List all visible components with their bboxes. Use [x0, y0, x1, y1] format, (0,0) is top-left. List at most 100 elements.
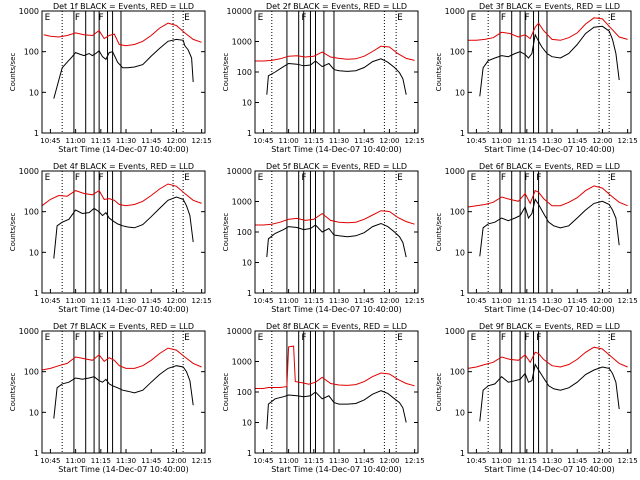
y-axis-label: Counts/sec — [222, 213, 230, 252]
x-axis-label: Start Time (14-Dec-07 10:40:00) — [271, 145, 402, 154]
x-tick-label: 10:45 — [253, 457, 273, 465]
x-tick-label: 10:45 — [40, 297, 60, 305]
y-tick-label: 10 — [242, 419, 252, 428]
y-tick-label: 1 — [460, 289, 465, 298]
flag-e: E — [610, 173, 616, 183]
plot-frame — [467, 330, 632, 454]
plot-frame — [254, 330, 419, 454]
x-axis-label: Start Time (14-Dec-07 10:40:00) — [58, 465, 189, 474]
x-tick-label: 10:45 — [466, 137, 486, 145]
x-tick-label: 12:00 — [379, 457, 399, 465]
y-tick-label: 100 — [237, 68, 252, 77]
flag-e: E — [471, 173, 477, 183]
x-tick-label: 12:15 — [192, 457, 212, 465]
y-axis-label: Counts/sec — [435, 213, 443, 252]
x-tick-label: 11:00 — [279, 297, 299, 305]
x-tick-label: 11:45 — [567, 297, 587, 305]
lld-series-line — [255, 45, 415, 62]
y-tick-label: 1 — [460, 449, 465, 458]
panel-title: Det 8f BLACK = Events, RED = LLD — [266, 322, 407, 331]
lld-series-line — [41, 183, 202, 207]
y-axis-label: Counts/sec — [9, 213, 17, 252]
x-tick-label: 11:00 — [492, 137, 512, 145]
x-tick-label: 11:15 — [304, 137, 324, 145]
flag-f: F — [501, 333, 506, 343]
y-tick-label: 100 — [24, 368, 39, 377]
flag-e: E — [45, 333, 51, 343]
y-axis-label: Counts/sec — [222, 53, 230, 92]
flag-e: E — [397, 333, 403, 343]
flag-f: F — [524, 333, 529, 343]
x-tick-label: 11:45 — [567, 457, 587, 465]
x-tick-label: 11:30 — [116, 457, 136, 465]
panel-title: Det 1f BLACK = Events, RED = LLD — [53, 2, 194, 11]
y-tick-label: 1 — [247, 289, 252, 298]
flag-f: F — [536, 173, 541, 183]
lld-series-line — [41, 347, 202, 371]
plot-frame — [254, 10, 419, 134]
x-tick-label: 11:00 — [66, 137, 86, 145]
x-tick-label: 11:15 — [304, 457, 324, 465]
y-tick-label: 100 — [450, 48, 465, 57]
x-tick-label: 11:00 — [66, 457, 86, 465]
flag-e: E — [258, 333, 264, 343]
flag-f: F — [524, 173, 529, 183]
flag-e: E — [258, 13, 264, 23]
x-tick-label: 10:45 — [40, 137, 60, 145]
y-axis-label: Counts/sec — [435, 373, 443, 412]
lld-series-line — [468, 17, 628, 41]
flag-f: F — [301, 13, 306, 23]
x-tick-label: 12:00 — [379, 297, 399, 305]
y-tick-label: 1 — [460, 129, 465, 138]
y-tick-label: 1000 — [19, 7, 39, 16]
flag-e: E — [184, 333, 190, 343]
events-series-line — [53, 196, 194, 259]
plot-frame — [467, 170, 632, 294]
events-series-line — [53, 38, 194, 99]
x-tick-label: 12:00 — [592, 457, 612, 465]
x-tick-label: 11:45 — [354, 137, 374, 145]
x-axis-label: Start Time (14-Dec-07 10:40:00) — [484, 305, 615, 314]
x-tick-label: 11:30 — [329, 457, 349, 465]
x-tick-label: 11:45 — [354, 297, 374, 305]
x-axis-label: Start Time (14-Dec-07 10:40:00) — [484, 145, 615, 154]
lld-series-line — [467, 346, 628, 369]
flag-e: E — [610, 333, 616, 343]
y-tick-label: 1 — [247, 449, 252, 458]
y-tick-label: 10 — [29, 408, 39, 417]
y-tick-label: 10 — [455, 408, 465, 417]
events-series-line — [479, 198, 620, 257]
y-tick-label: 100 — [24, 208, 39, 217]
x-tick-label: 11:45 — [567, 137, 587, 145]
x-tick-label: 11:30 — [116, 137, 136, 145]
panel-title: Det 9f BLACK = Events, RED = LLD — [479, 322, 620, 331]
x-tick-label: 12:15 — [405, 297, 425, 305]
events-series-line — [266, 390, 407, 430]
y-tick-label: 100 — [237, 228, 252, 237]
y-tick-label: 10 — [455, 248, 465, 257]
flag-f: F — [501, 173, 506, 183]
x-tick-label: 11:30 — [542, 297, 562, 305]
y-tick-label: 1000 — [232, 38, 252, 47]
x-tick-label: 12:00 — [592, 137, 612, 145]
x-tick-label: 11:30 — [542, 137, 562, 145]
y-tick-label: 1000 — [445, 7, 465, 16]
x-tick-label: 11:15 — [91, 137, 111, 145]
lld-series-line — [43, 22, 202, 47]
events-series-line — [266, 58, 407, 95]
y-tick-label: 1 — [34, 289, 39, 298]
y-tick-label: 1 — [247, 129, 252, 138]
flag-f: F — [501, 13, 506, 23]
x-tick-label: 11:45 — [141, 457, 161, 465]
panel-title: Det 7f BLACK = Events, RED = LLD — [53, 322, 194, 331]
x-tick-label: 11:15 — [91, 297, 111, 305]
x-tick-label: 11:15 — [304, 297, 324, 305]
y-tick-label: 1000 — [232, 358, 252, 367]
flag-e: E — [184, 173, 190, 183]
y-tick-label: 10 — [455, 88, 465, 97]
y-tick-label: 1000 — [232, 198, 252, 207]
x-tick-label: 11:45 — [141, 297, 161, 305]
flag-e: E — [184, 13, 190, 23]
